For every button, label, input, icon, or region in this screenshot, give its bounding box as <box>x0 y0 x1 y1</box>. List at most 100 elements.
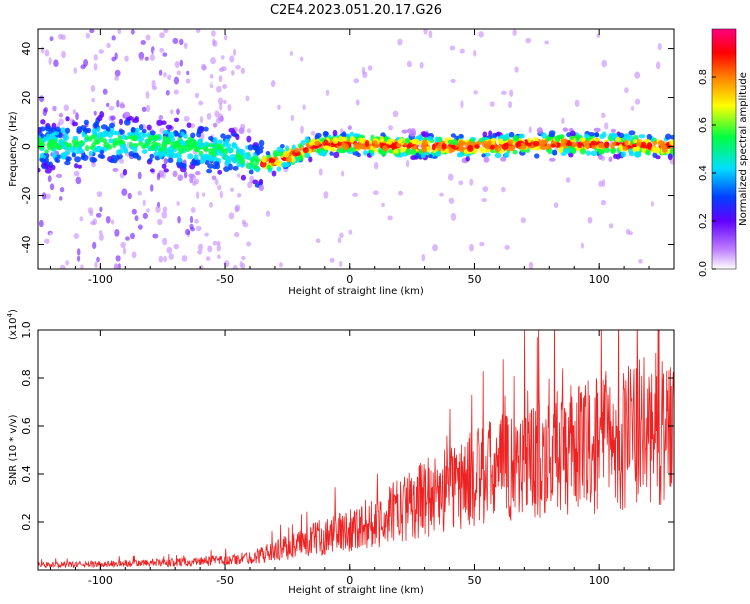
heatmap-band-cell <box>304 136 310 143</box>
heatmap-band-cell <box>615 136 622 143</box>
heatmap-band-cell <box>163 168 169 173</box>
heatmap-band-cell <box>38 167 41 173</box>
heatmap-band-cell <box>396 142 402 148</box>
heatmap-noise-cell <box>406 60 412 68</box>
heatmap-band-cell <box>285 145 290 152</box>
snr-frame <box>37 329 675 571</box>
heatmap-noise-cell <box>127 192 132 200</box>
heatmap-noise-cell <box>561 117 565 124</box>
heatmap-band-cell <box>411 148 417 156</box>
colorbar: 0.0 0.2 0.4 0.6 0.8 Normalized spectral ampl… <box>698 28 749 277</box>
heatmap-band-cell <box>141 128 147 134</box>
heatmap-band-cell <box>203 126 209 132</box>
heatmap-band-cell <box>77 164 82 169</box>
heatmap-noise-cell <box>158 255 164 263</box>
heatmap-band-cell <box>91 128 97 135</box>
heatmap-noise-cell <box>587 216 593 224</box>
heatmap-band-cell <box>149 144 156 151</box>
heatmap-band-cell <box>132 146 138 153</box>
heatmap-noise-cell <box>76 255 81 262</box>
bottom-x-tick-label: -50 <box>216 574 234 587</box>
heatmap-noise-cell <box>246 241 252 247</box>
heatmap-band-cell <box>669 139 674 146</box>
heatmap-band-cell <box>162 135 167 142</box>
heatmap-band-cell <box>521 143 527 150</box>
heatmap-noise-cell <box>218 75 223 83</box>
heatmap-noise-cell <box>355 99 360 106</box>
heatmap-band-cell <box>74 156 81 163</box>
heatmap-noise-cell <box>92 241 97 250</box>
heatmap-noise-cell <box>387 215 393 221</box>
heatmap-band-cell <box>103 141 110 148</box>
heatmap-band-cell <box>565 147 571 154</box>
heatmap-noise-cell <box>152 233 159 239</box>
heatmap-band-cell <box>54 156 59 163</box>
heatmap-noise-cell <box>671 108 674 114</box>
heatmap-band-cell <box>632 146 638 152</box>
heatmap-noise-cell <box>99 206 103 212</box>
heatmap-band-cell <box>435 151 442 157</box>
heatmap-band-cell <box>458 134 464 139</box>
heatmap-noise-cell <box>181 255 188 262</box>
heatmap-band-cell <box>116 149 122 156</box>
heatmap-band-cell <box>167 157 174 164</box>
heatmap-noise-cell <box>508 100 513 109</box>
heatmap-noise-cell <box>229 55 235 63</box>
heatmap-noise-cell <box>300 125 304 134</box>
heatmap-band-cell <box>294 147 299 153</box>
heatmap-band-cell <box>90 134 97 140</box>
heatmap-band-cell <box>239 148 244 154</box>
heatmap-band-cell <box>410 155 417 161</box>
heatmap-noise-cell <box>241 255 246 261</box>
heatmap-band-cell <box>579 148 587 155</box>
heatmap-band-cell <box>541 140 548 145</box>
heatmap-band-cell <box>200 153 206 159</box>
heatmap-band-cell <box>379 136 385 143</box>
heatmap-noise-cell <box>447 173 454 181</box>
heatmap-band-cell <box>419 136 424 141</box>
heatmap-band-cell <box>137 141 144 146</box>
heatmap-band-cell <box>372 140 378 145</box>
heatmap-band-cell <box>560 142 566 147</box>
bottom-y-tick-label: 0.2 <box>20 513 33 531</box>
heatmap-band-cell <box>302 147 309 154</box>
heatmap-noise-cell <box>403 120 408 127</box>
heatmap-band-cell <box>667 153 673 161</box>
heatmap-band-cell <box>195 159 201 166</box>
heatmap-band-cell <box>331 146 336 153</box>
heatmap-noise-cell <box>212 240 218 246</box>
heatmap-band-cell <box>273 152 278 158</box>
heatmap-band-cell <box>640 141 647 149</box>
snr-series-line <box>38 330 674 569</box>
heatmap-band-cell <box>407 142 413 148</box>
heatmap-noise-cell <box>155 205 161 213</box>
heatmap-noise-cell <box>121 188 128 196</box>
heatmap-noise-cell <box>223 99 227 105</box>
heatmap-noise-cell <box>448 197 455 204</box>
heatmap-panel: -100 -50 0 50 100 -40 -20 0 20 40 Height of stra… <box>8 28 675 297</box>
heatmap-band-cell <box>349 136 356 143</box>
heatmap-band-cell <box>308 156 313 163</box>
heatmap-band-cell <box>158 147 163 152</box>
heatmap-noise-cell <box>102 88 108 95</box>
heatmap-noise-cell <box>114 52 118 60</box>
heatmap-noise-cell <box>114 75 119 81</box>
heatmap-noise-cell <box>216 240 221 246</box>
heatmap-band-cell <box>99 136 104 143</box>
heatmap-band-cell <box>655 155 661 160</box>
heatmap-noise-cell <box>232 264 238 269</box>
heatmap-band-cell <box>598 154 603 160</box>
heatmap-noise-cell <box>76 248 81 256</box>
heatmap-noise-cell <box>315 238 321 244</box>
heatmap-noise-cell <box>192 181 197 186</box>
heatmap-noise-cell <box>115 255 121 262</box>
heatmap-band-cell <box>247 144 254 151</box>
chart-title: C2E4.2023.051.20.17.G26 <box>270 3 442 18</box>
heatmap-noise-cell <box>500 90 507 96</box>
heatmap-band-cell <box>448 147 453 154</box>
heatmap-noise-cell <box>183 42 188 49</box>
heatmap-band-cell <box>364 140 370 147</box>
heatmap-noise-cell <box>142 212 148 219</box>
heatmap-noise-cell <box>604 122 609 130</box>
heatmap-noise-cell <box>179 59 184 67</box>
